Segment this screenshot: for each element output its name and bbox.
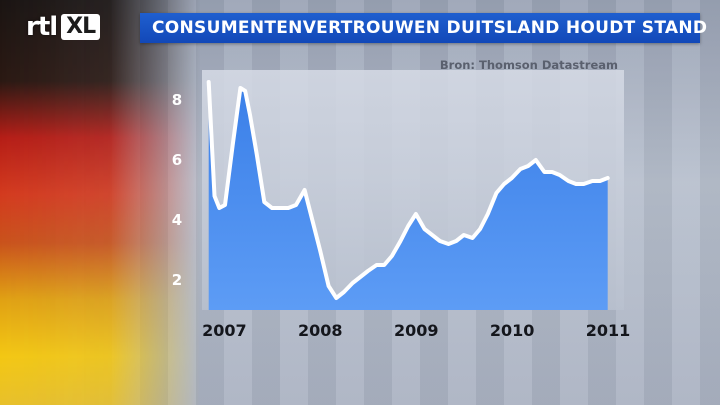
logo-xl-text: XL	[61, 14, 101, 40]
source-label: Bron: Thomson Datastream	[439, 58, 618, 72]
rtlxl-logo: rtl XL	[26, 12, 122, 42]
series-area-fill	[208, 82, 608, 310]
x-tick-label: 2009	[394, 321, 439, 340]
y-tick-label: 6	[172, 151, 182, 169]
series-area-layer	[208, 82, 608, 310]
x-tick-label: 2008	[298, 321, 343, 340]
logo-rtl-text: rtl	[26, 12, 58, 42]
x-tick-label: 2007	[202, 321, 247, 340]
title-bar: CONSUMENTENVERTROUWEN DUITSLAND HOUDT ST…	[140, 13, 707, 43]
x-axis-ticks: 2007 2008 2009 2010 2011	[202, 321, 630, 340]
y-axis-ticks: 2 4 6 8	[172, 91, 182, 289]
series-line-layer	[206, 80, 610, 300]
y-tick-label: 4	[172, 211, 182, 229]
series-line	[206, 80, 610, 300]
x-tick-label: 2011	[586, 321, 631, 340]
german-flag-backdrop	[0, 0, 200, 405]
y-tick-label: 2	[172, 271, 182, 289]
chart-title: CONSUMENTENVERTROUWEN DUITSLAND HOUDT ST…	[152, 18, 708, 38]
y-tick-label: 8	[172, 91, 182, 109]
x-tick-label: 2010	[490, 321, 535, 340]
